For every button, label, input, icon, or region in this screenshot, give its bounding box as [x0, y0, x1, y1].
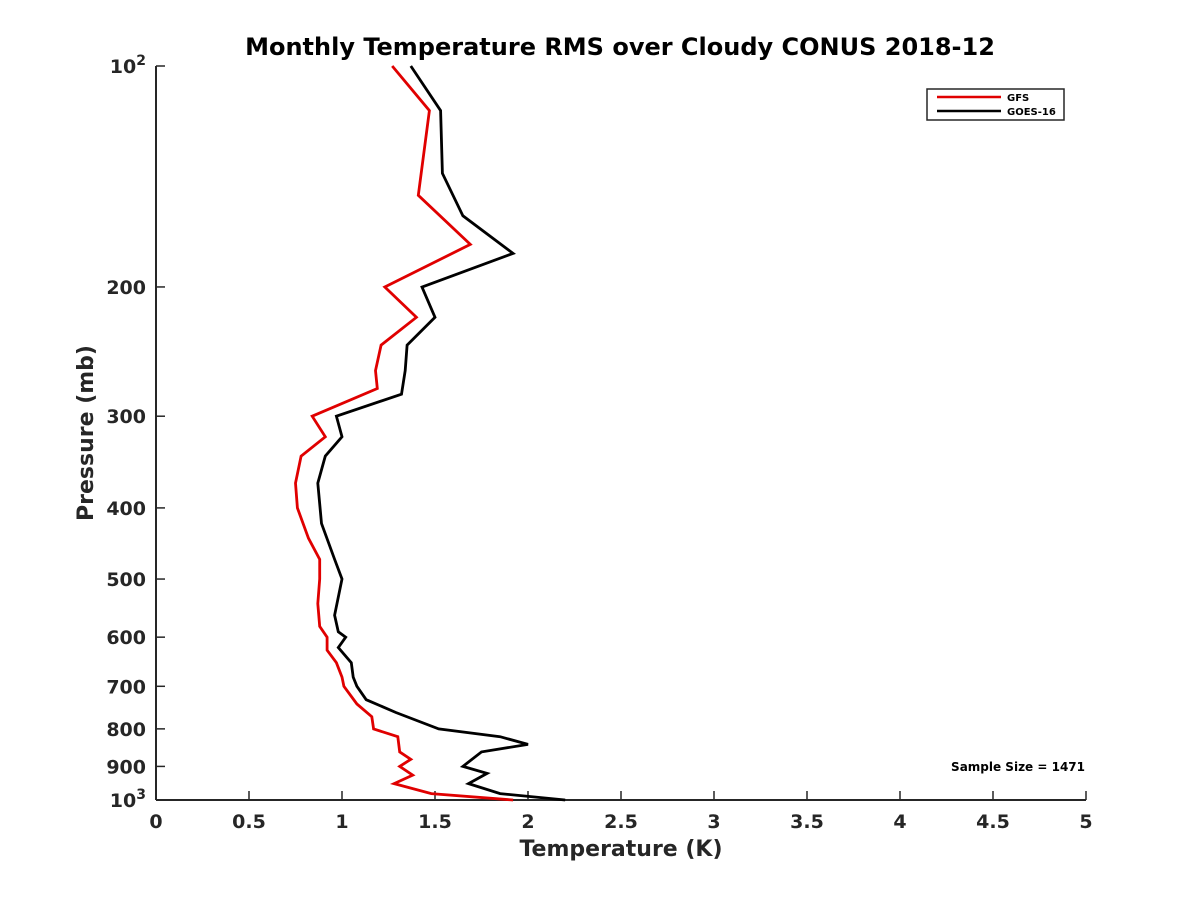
x-tick-label: 3.5 [790, 811, 824, 833]
plot-area [155, 66, 1086, 801]
y-tick-label: 103 [110, 787, 146, 812]
x-tick-label: 1.5 [418, 811, 452, 833]
x-tick-label: 3 [707, 811, 720, 833]
x-tick-label: 2.5 [604, 811, 638, 833]
series-line-gfs [294, 65, 514, 802]
x-tick-label: 4 [893, 811, 906, 833]
y-tick-label: 500 [106, 569, 146, 591]
x-tick-label: 1 [335, 811, 348, 833]
x-axis-label: Temperature (K) [519, 837, 722, 862]
y-tick-label: 700 [106, 676, 146, 698]
x-tick-label: 0.5 [232, 811, 266, 833]
legend-label: GFS [1007, 93, 1029, 104]
x-tick-label: 5 [1079, 811, 1092, 833]
chart-title: Monthly Temperature RMS over Cloudy CONU… [245, 33, 995, 61]
x-tick-label: 0 [149, 811, 162, 833]
legend: GFS GOES-16 [926, 88, 1065, 121]
series-line-goes-16 [316, 65, 566, 802]
y-tick-label: 900 [106, 756, 146, 778]
y-axis-label: Pressure (mb) [74, 345, 99, 521]
legend-box [926, 88, 1065, 121]
y-ticks: 102 200 300 400 500 600 700 800 900 103 [106, 53, 165, 812]
y-tick-label: 300 [106, 406, 146, 428]
sample-size-annotation: Sample Size = 1471 [951, 760, 1085, 774]
y-tick-label: 400 [106, 498, 146, 520]
y-tick-label: 200 [106, 277, 146, 299]
legend-label: GOES-16 [1007, 107, 1056, 118]
x-tick-label: 4.5 [976, 811, 1010, 833]
y-tick-label: 800 [106, 719, 146, 741]
y-tick-label: 600 [106, 627, 146, 649]
series-lines [294, 65, 566, 802]
y-tick-label: 102 [110, 53, 146, 78]
x-tick-label: 2 [521, 811, 534, 833]
x-ticks: 0 0.5 1 1.5 2 2.5 3 3.5 4 4.5 5 [149, 791, 1093, 833]
